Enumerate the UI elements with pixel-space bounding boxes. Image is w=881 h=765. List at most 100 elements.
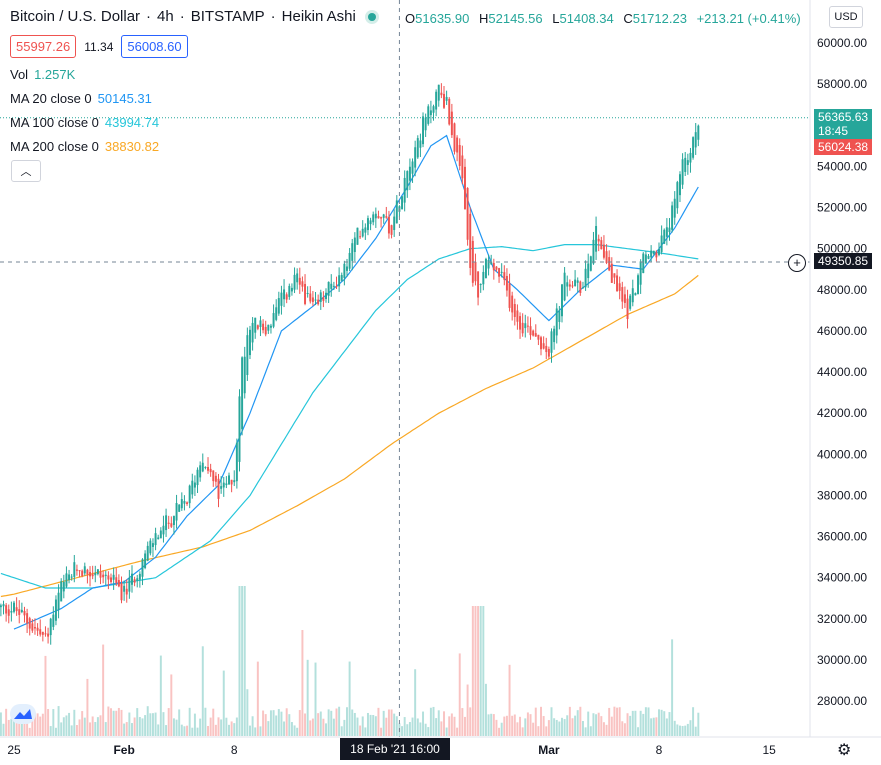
volume-bar — [99, 715, 102, 736]
candle-body — [20, 609, 23, 613]
volume-bar — [259, 726, 262, 736]
ma20-line — [13, 134, 699, 630]
volume-bar — [471, 606, 474, 736]
volume-bar — [424, 723, 427, 736]
volume-bar — [325, 723, 327, 736]
volume-bar — [212, 708, 215, 736]
candle-body — [403, 177, 406, 203]
volume-bar — [238, 586, 241, 736]
indicator-volume[interactable]: Vol 1.257K — [10, 67, 75, 82]
time-tick-label: 8 — [231, 743, 238, 757]
candle-body — [186, 502, 189, 505]
candle-body — [115, 577, 118, 583]
candle-body — [692, 137, 695, 158]
tradingview-logo-icon[interactable] — [10, 704, 36, 724]
candle-body — [272, 313, 275, 327]
volume-bar — [83, 717, 86, 736]
volume-bar — [526, 712, 529, 736]
volume-bar — [214, 724, 217, 736]
candle-body — [547, 348, 550, 357]
change-value: +213.21 (+0.41%) — [696, 11, 801, 26]
sell-button[interactable]: 55997.26 — [10, 35, 77, 58]
candle-body — [508, 283, 511, 308]
low-value: 51408.34 — [559, 11, 614, 26]
price-tick-label: 52000.00 — [817, 201, 867, 215]
add-alert-plus-icon[interactable]: + — [788, 254, 806, 272]
exchange-label: BITSTAMP — [190, 8, 265, 25]
volume-bar — [521, 727, 524, 736]
candle-body — [275, 307, 278, 320]
volume-bar — [503, 716, 506, 736]
candle-body — [269, 325, 272, 328]
volume-bar — [272, 710, 275, 736]
volume-bar — [513, 714, 516, 736]
volume-bar — [414, 669, 417, 736]
candle-body — [663, 229, 666, 244]
volume-bar — [207, 725, 210, 736]
candle-body — [678, 174, 681, 196]
candle-body — [57, 592, 60, 611]
candle-body — [117, 580, 120, 587]
candle-body — [351, 243, 354, 261]
volume-bar — [162, 712, 165, 736]
indicator-ma20[interactable]: MA 20 close 0 50145.31 — [10, 91, 152, 106]
candle-body — [684, 157, 687, 172]
candle-body — [487, 260, 490, 269]
candle-body — [608, 257, 611, 271]
currency-button[interactable]: USD — [829, 6, 863, 28]
volume-bar — [306, 659, 309, 736]
candle-body — [99, 571, 102, 578]
interval-label[interactable]: 4h — [157, 8, 174, 25]
volume-bar — [188, 707, 191, 736]
volume-bar — [419, 722, 422, 736]
volume-bar — [369, 714, 372, 736]
candle-body — [256, 325, 259, 329]
settings-gear-icon[interactable]: ⚙ — [837, 742, 852, 759]
volume-bar — [301, 630, 304, 736]
candle-body — [359, 236, 362, 238]
indicator-ma200[interactable]: MA 200 close 0 38830.82 — [10, 139, 159, 154]
volume-bar — [23, 722, 26, 736]
symbol-name[interactable]: Bitcoin / U.S. Dollar — [10, 8, 141, 25]
volume-bar — [31, 710, 34, 736]
candle-body — [477, 271, 480, 298]
low-label: L — [552, 11, 560, 26]
candle-body — [144, 553, 147, 569]
candle-body — [207, 467, 210, 471]
volume-bar — [33, 712, 36, 736]
close-value: 51712.23 — [632, 11, 687, 26]
volume-bar — [133, 717, 136, 736]
candle-body — [52, 614, 55, 627]
candle-body — [288, 285, 291, 297]
candle-body — [511, 295, 514, 313]
candle-body — [18, 609, 21, 615]
indicator-ma100[interactable]: MA 100 close 0 43994.74 — [10, 115, 159, 130]
candle-body — [377, 216, 380, 219]
volume-bar — [49, 726, 52, 736]
volume-bar — [243, 586, 246, 736]
volume-bar — [41, 713, 44, 736]
candle-body — [178, 504, 181, 512]
candle-body — [576, 280, 579, 283]
buy-button[interactable]: 56008.60 — [121, 35, 188, 58]
collapse-legend-button[interactable]: ︿ — [11, 160, 41, 182]
candle-body — [461, 155, 464, 179]
volume-bar — [537, 726, 540, 736]
volume-bar — [678, 725, 681, 736]
candle-body — [406, 171, 409, 191]
candle-body — [267, 324, 270, 331]
volume-bar — [7, 719, 10, 736]
volume-bar — [309, 720, 312, 736]
volume-bar — [469, 707, 472, 736]
open-label: O — [405, 11, 416, 26]
volume-bar — [511, 715, 514, 736]
candle-body — [524, 323, 527, 329]
candle-body — [555, 308, 558, 336]
crosshair-time-label: 18 Feb '21 16:00 — [340, 738, 450, 760]
volume-bar — [125, 722, 128, 736]
volume-bar — [673, 720, 676, 736]
volume-bar — [626, 713, 629, 736]
candle-body — [157, 537, 160, 540]
candle-body — [637, 275, 640, 295]
